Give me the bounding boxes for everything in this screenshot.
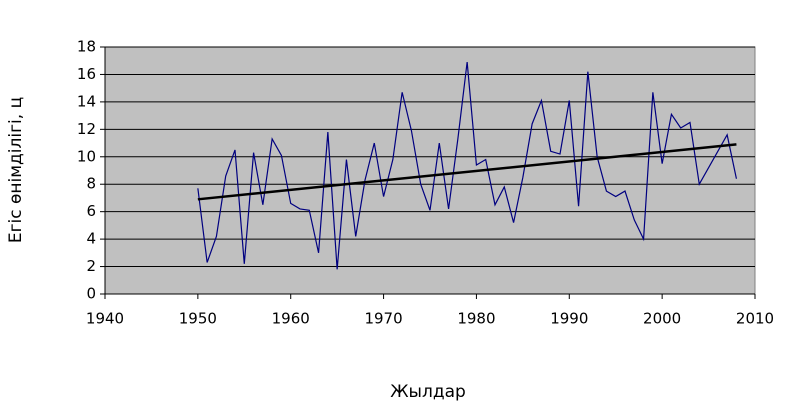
y-axis-title: Егіс өнімділігі, ц (6, 97, 26, 243)
y-tick-label: 2 (86, 257, 96, 275)
x-tick-label: 2010 (736, 310, 774, 328)
y-tick-label: 14 (77, 92, 96, 110)
y-tick-label: 16 (77, 65, 96, 83)
plot-area (104, 46, 756, 295)
x-tick-label: 1970 (364, 310, 402, 328)
y-tick-label: 8 (86, 175, 96, 193)
y-tick-label: 0 (86, 285, 96, 303)
x-tick-label: 1950 (179, 310, 217, 328)
y-tick-label: 10 (77, 147, 96, 165)
x-tick-label: 1940 (86, 310, 124, 328)
x-tick-label: 2000 (643, 310, 681, 328)
y-tick-label: 4 (86, 230, 96, 248)
y-tick-label: 6 (86, 202, 96, 220)
x-tick-label: 1960 (272, 310, 310, 328)
x-axis-title: Жылдар (390, 382, 466, 402)
trend-line (197, 143, 737, 201)
x-tick-label: 1990 (550, 310, 588, 328)
data-line (197, 62, 738, 270)
y-tick-label: 18 (77, 38, 96, 56)
x-tick-label: 1980 (457, 310, 495, 328)
y-tick-label: 12 (77, 120, 96, 138)
